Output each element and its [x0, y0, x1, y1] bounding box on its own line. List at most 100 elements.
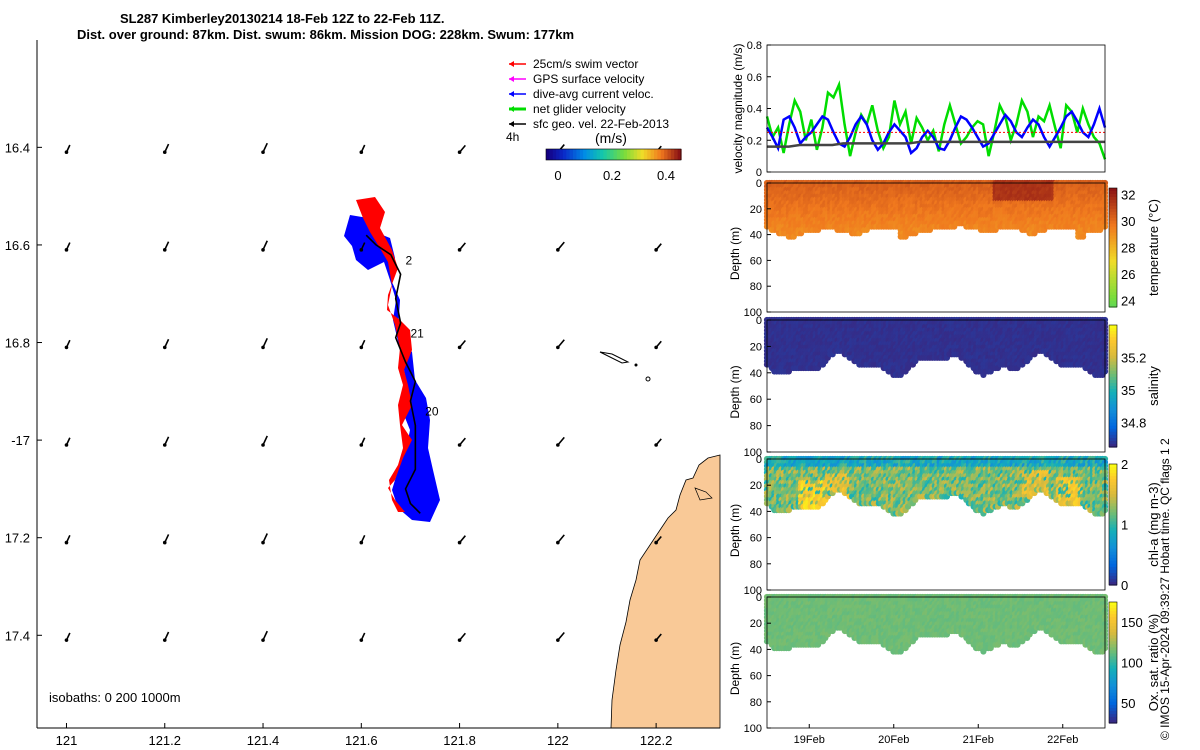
colorbar-cell: [670, 149, 675, 160]
temperature-sample: [1080, 233, 1087, 240]
sfc-velocity-arrow-head: [359, 443, 364, 447]
sfc-velocity-arrow-head: [457, 248, 462, 252]
sfc-velocity-arrow-head: [654, 638, 658, 642]
isobaths-label: isobaths: 0 200 1000m: [49, 690, 181, 705]
sfc-velocity-arrow-head: [64, 540, 69, 545]
salinity-colorbar-tick-label: 35: [1121, 383, 1135, 398]
sfc-velocity-arrow-head: [556, 345, 560, 350]
island-dot: [634, 363, 638, 367]
sfc-velocity-arrow-head: [64, 345, 69, 350]
map-x-tick-label: 122: [547, 733, 569, 748]
colorbar-cell: [586, 149, 591, 160]
colorbar-cell: [559, 149, 564, 160]
colorbar-label: (m/s): [595, 130, 627, 146]
colorbar-cell: [596, 149, 601, 160]
series-sfc-geo-vel-: [767, 140, 1105, 148]
colorbar-cell: [627, 149, 631, 160]
colorbar-cell: [637, 149, 642, 160]
colorbar-cell: [677, 149, 682, 160]
colorbar-cell: [562, 149, 567, 160]
colorbar-cell: [593, 149, 598, 160]
colorbar-cell: [620, 149, 625, 160]
sfc-velocity-arrow-head: [64, 638, 69, 642]
legend-label: net glider velocity: [533, 102, 626, 116]
island-dot: [645, 376, 651, 382]
temperature-y-tick-label: 40: [750, 230, 762, 242]
sfc-velocity-arrow-head: [457, 638, 462, 642]
interval-label: 4h: [506, 130, 519, 144]
map-x-tick-label: 121.6: [345, 733, 378, 748]
temperature-colorbar-tick-label: 26: [1121, 267, 1135, 282]
legend-arrowhead: [509, 61, 514, 67]
legend-arrowhead: [509, 106, 514, 112]
sfc-velocity-arrow-head: [457, 443, 462, 447]
colorbar-cell: [616, 149, 621, 160]
temperature-y-tick-label: 0: [756, 178, 762, 190]
temperature-colorbar-tick-label: 28: [1121, 241, 1135, 256]
colorbar-cell: [660, 149, 665, 160]
colorbar-cell: [556, 149, 561, 160]
temperature-y-tick-label: 20: [750, 204, 762, 216]
sfc-velocity-arrow-head: [457, 150, 462, 155]
map-x-tick-label: 122.2: [640, 733, 673, 748]
colorbar-cell: [674, 149, 679, 160]
map-y-tick-label: 17.2: [5, 531, 30, 546]
chart-title-line2: Dist. over ground: 87km. Dist. swum: 86k…: [77, 27, 575, 42]
colorbar-cell: [630, 149, 635, 160]
sfc-velocity-arrow-head: [64, 150, 69, 155]
velocity-y-tick-label: 0.4: [747, 104, 762, 116]
legend-label: GPS surface velocity: [533, 72, 644, 86]
velocity-axes-frame: [766, 44, 1106, 173]
day-label: 2: [406, 253, 413, 267]
sfc-velocity-arrow-head: [64, 443, 69, 447]
colorbar-cell: [603, 149, 608, 160]
sfc-velocity-arrow-head: [162, 443, 167, 447]
swim-vector-swath: [356, 197, 412, 512]
salinity-y-tick-label: 60: [750, 394, 762, 406]
colorbar-cell: [589, 149, 594, 160]
sfc-velocity-arrow-head: [654, 540, 658, 545]
map-x-tick-label: 121.2: [148, 733, 181, 748]
sfc-velocity-arrow-head: [162, 345, 167, 350]
colorbar-cell: [643, 149, 648, 160]
colorbar-cell: [610, 149, 615, 160]
coast-inlet: [694, 487, 713, 501]
salinity-y-tick-label: 40: [750, 368, 762, 380]
sfc-velocity-arrow-head: [162, 150, 167, 155]
colorbar-cell: [579, 149, 584, 160]
temperature-y-tick-label: 60: [750, 255, 762, 267]
sfc-velocity-arrow-head: [261, 443, 265, 447]
colorbar-cell: [573, 149, 577, 160]
legend-label: sfc geo. vel. 22-Feb-2013: [533, 117, 669, 131]
colorbar-cell: [650, 149, 655, 160]
colorbar-tick-label: 0: [554, 168, 561, 183]
day-label: 21: [410, 327, 424, 341]
temperature-colorbar-label: temperature (°C): [1146, 199, 1161, 296]
legend-arrowhead: [509, 91, 514, 97]
colorbar-cell: [549, 149, 554, 160]
colorbar-cell: [640, 149, 645, 160]
sfc-velocity-arrow-head: [261, 150, 265, 155]
colorbar-tick-label: 0.2: [603, 168, 621, 183]
sfc-velocity-arrow-head: [162, 638, 167, 642]
sfc-velocity-arrow-head: [359, 345, 364, 350]
temperature-y-tick-label: 80: [750, 281, 762, 293]
temperature-ylabel: Depth (m): [728, 227, 742, 280]
glider-track: [365, 234, 421, 514]
velocity-y-tick-label: 0.6: [747, 72, 762, 84]
colorbar-cell: [606, 149, 611, 160]
temperature-colorbar-tick-label: 32: [1121, 188, 1135, 203]
sfc-velocity-arrow-head: [261, 248, 265, 252]
legend-label: dive-avg current veloc.: [533, 87, 654, 101]
colorbar-cell: [546, 149, 550, 160]
land-mass: [610, 454, 721, 729]
velocity-y-tick-label: 0.8: [747, 40, 762, 52]
legend-label: 25cm/s swim vector: [533, 57, 638, 71]
sfc-velocity-arrow-head: [162, 248, 167, 252]
